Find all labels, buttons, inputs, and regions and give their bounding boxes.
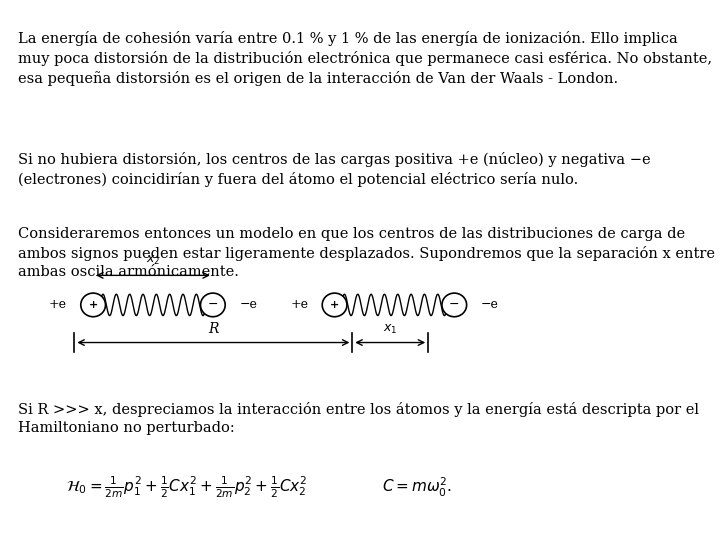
Text: +: + xyxy=(330,300,339,310)
Text: $x_1$: $x_1$ xyxy=(383,323,397,336)
Circle shape xyxy=(323,293,347,317)
Text: Consideraremos entonces un modelo en que los centros de las distribuciones de ca: Consideraremos entonces un modelo en que… xyxy=(18,227,715,279)
Circle shape xyxy=(81,293,106,317)
Text: +: + xyxy=(89,300,98,310)
Circle shape xyxy=(442,293,467,317)
Text: $x_2$: $x_2$ xyxy=(146,254,160,267)
Text: Si no hubiera distorsión, los centros de las cargas positiva +e (núcleo) y negat: Si no hubiera distorsión, los centros de… xyxy=(18,152,651,187)
Text: $C = m\omega_0^2.$: $C = m\omega_0^2.$ xyxy=(382,476,452,499)
Text: −: − xyxy=(449,299,459,312)
Text: +e: +e xyxy=(290,299,308,312)
Text: +e: +e xyxy=(49,299,67,312)
Text: $\mathcal{H}_0 = \frac{1}{2m}p_1^2 + \frac{1}{2}Cx_1^2 + \frac{1}{2m}p_2^2 + \fr: $\mathcal{H}_0 = \frac{1}{2m}p_1^2 + \fr… xyxy=(66,475,307,501)
Text: R: R xyxy=(208,322,219,336)
Text: La energía de cohesión varía entre 0.1 % y 1 % de las energía de ionización. Ell: La energía de cohesión varía entre 0.1 %… xyxy=(18,31,712,85)
Text: Si R >>> x, despreciamos la interacción entre los átomos y la energía está descr: Si R >>> x, despreciamos la interacción … xyxy=(18,402,699,435)
Circle shape xyxy=(200,293,225,317)
Text: −e: −e xyxy=(239,299,257,312)
Text: −: − xyxy=(207,299,218,312)
Text: −e: −e xyxy=(481,299,498,312)
